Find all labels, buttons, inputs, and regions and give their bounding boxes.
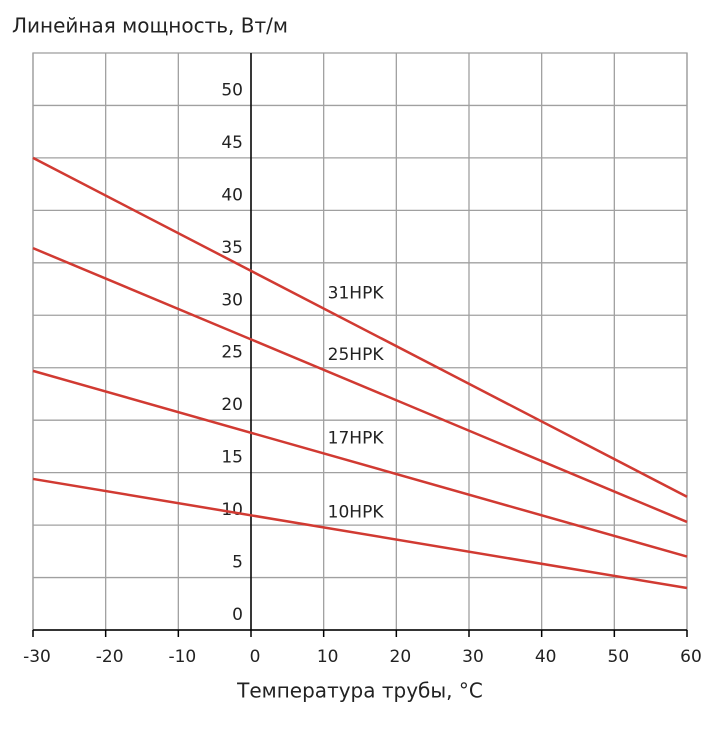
y-tick-label: 20 bbox=[221, 395, 243, 415]
x-tick-label: 30 bbox=[462, 647, 484, 667]
series-line bbox=[32, 477, 688, 590]
x-tick-label: 0 bbox=[250, 647, 261, 667]
y-tick-label: 10 bbox=[221, 500, 243, 520]
x-tick-label: 60 bbox=[680, 647, 702, 667]
series-line bbox=[32, 246, 688, 524]
y-tick-label: 50 bbox=[221, 80, 243, 100]
x-tick-label: 10 bbox=[317, 647, 339, 667]
x-tick-label: -30 bbox=[23, 647, 51, 667]
y-tick-label: 30 bbox=[221, 290, 243, 310]
x-tick-label: 50 bbox=[608, 647, 630, 667]
y-tick-label: 0 bbox=[232, 605, 243, 625]
y-tick-label: 25 bbox=[221, 343, 243, 363]
y-axis-title: Линейная мощность, Вт/м bbox=[12, 14, 288, 38]
x-tick-label: -20 bbox=[96, 647, 124, 667]
series-label: 25HPK bbox=[328, 345, 385, 365]
series-label: 10HPK bbox=[328, 502, 385, 522]
y-tick-label: 45 bbox=[221, 133, 243, 153]
x-tick-label: 40 bbox=[535, 647, 557, 667]
plot-border bbox=[32, 52, 688, 631]
series-label: 17HPK bbox=[328, 428, 385, 448]
series-line bbox=[32, 369, 688, 558]
x-tick-label: -10 bbox=[168, 647, 196, 667]
y-tick-label: 5 bbox=[232, 553, 243, 573]
y-tick-label: 35 bbox=[221, 238, 243, 258]
y-tick-label: 40 bbox=[221, 185, 243, 205]
x-tick-label: 20 bbox=[390, 647, 412, 667]
x-axis-title: Температура трубы, °C bbox=[236, 679, 483, 703]
series-label: 31HPK bbox=[328, 284, 385, 304]
y-tick-label: 15 bbox=[221, 448, 243, 468]
series-line bbox=[32, 156, 688, 498]
